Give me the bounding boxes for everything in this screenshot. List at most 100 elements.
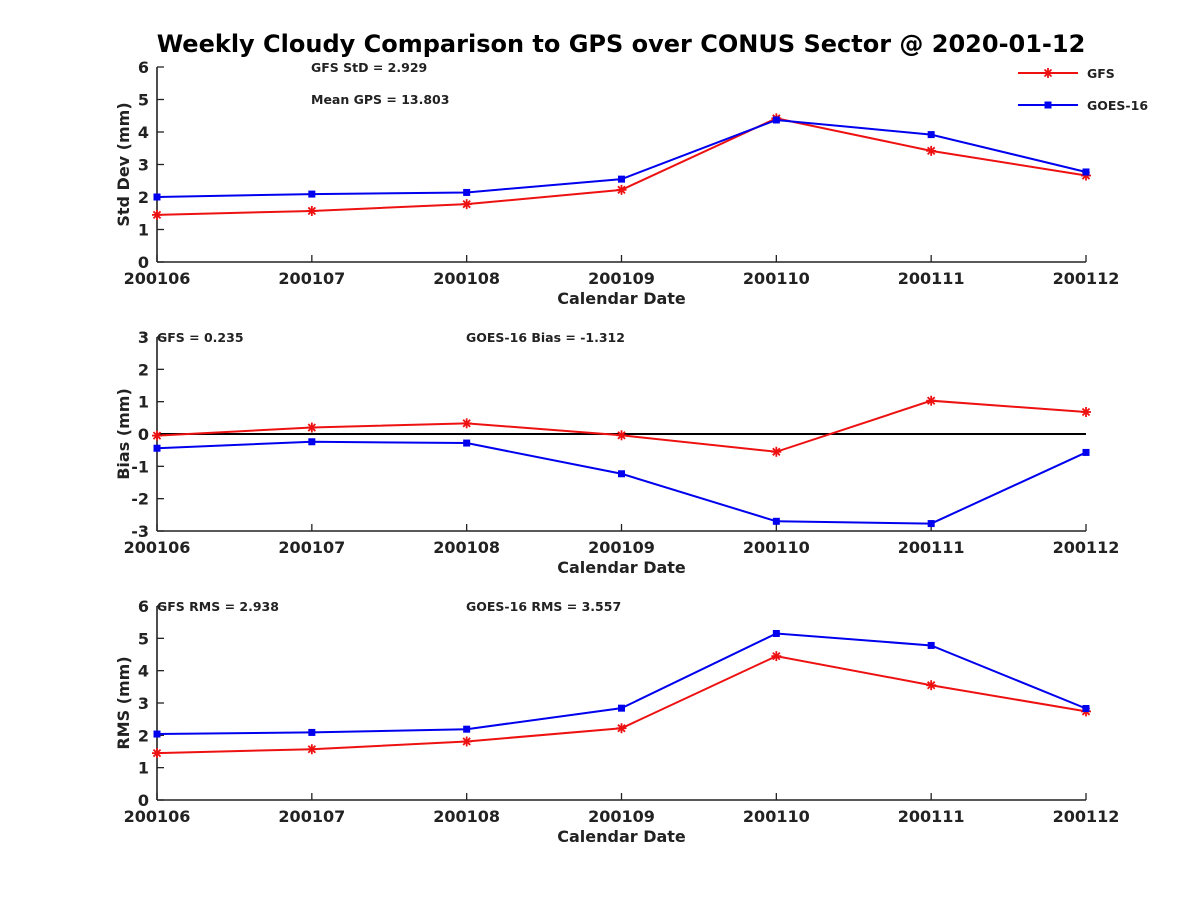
data-point-square bbox=[463, 725, 471, 733]
x-tick-label: 200112 bbox=[1053, 269, 1120, 288]
data-point-square bbox=[618, 175, 625, 183]
legend-marker-star bbox=[1043, 68, 1053, 78]
x-tick-label: 200107 bbox=[278, 807, 345, 826]
star-marker-stroke bbox=[926, 396, 936, 405]
star-marker-stroke bbox=[772, 447, 781, 456]
series-line-gfs bbox=[156, 655, 1087, 755]
chart-panel-3: 0 1 2 3 4 5 6 200106 200107 200108 200109 200110 200… bbox=[114, 597, 1119, 846]
x-tick-label: 200107 bbox=[278, 269, 345, 288]
data-point-star bbox=[1081, 407, 1091, 418]
data-point-star bbox=[306, 422, 317, 433]
data-point-square bbox=[618, 470, 625, 478]
star-marker-stroke bbox=[926, 681, 936, 690]
y-tick-label: 0 bbox=[138, 791, 149, 810]
star-marker-stroke bbox=[617, 724, 626, 733]
legend-label: GFS bbox=[1087, 66, 1115, 81]
y-tick-label: 3 bbox=[138, 328, 149, 347]
x-tick-label: 200109 bbox=[588, 538, 655, 557]
data-point-star bbox=[461, 199, 472, 210]
data-point-square bbox=[463, 439, 471, 447]
star-marker-stroke bbox=[307, 423, 317, 432]
y-tick-label: 0 bbox=[138, 425, 149, 444]
data-point-square bbox=[463, 188, 471, 196]
y-tick-label: 6 bbox=[138, 597, 149, 616]
data-point-star bbox=[616, 723, 627, 734]
star-marker-stroke bbox=[152, 748, 162, 758]
y-axis-label: Bias (mm) bbox=[114, 388, 133, 480]
data-point-star bbox=[926, 395, 937, 406]
x-tick-label: 200110 bbox=[743, 807, 810, 826]
y-tick-label: 1 bbox=[138, 393, 149, 412]
x-axis-label: Calendar Date bbox=[557, 558, 686, 577]
data-point-square bbox=[618, 704, 625, 712]
x-tick-label: 200112 bbox=[1053, 807, 1120, 826]
y-tick-label: -2 bbox=[131, 490, 149, 509]
y-tick-label: 2 bbox=[138, 726, 149, 745]
annotation-text: GFS StD = 2.929 bbox=[311, 60, 427, 75]
data-point-square bbox=[772, 116, 780, 124]
data-point-star bbox=[771, 651, 782, 662]
y-tick-label: 1 bbox=[138, 221, 149, 240]
y-tick-label: 2 bbox=[138, 360, 149, 379]
legend-marker-square bbox=[1044, 101, 1052, 109]
y-tick-label: 1 bbox=[138, 759, 149, 778]
y-tick-label: 6 bbox=[138, 58, 149, 77]
data-point-star bbox=[616, 184, 627, 195]
star-marker-stroke bbox=[307, 745, 317, 754]
star-marker-stroke bbox=[462, 737, 471, 746]
x-tick-label: 200112 bbox=[1053, 538, 1120, 557]
y-tick-label: 3 bbox=[138, 156, 149, 175]
annotation-text: GFS RMS = 2.938 bbox=[157, 599, 279, 614]
data-point-square bbox=[308, 438, 316, 446]
data-point-square bbox=[153, 730, 161, 738]
x-tick-label: 200109 bbox=[588, 269, 655, 288]
star-marker-stroke bbox=[462, 419, 471, 428]
data-point-square bbox=[1082, 704, 1090, 712]
x-tick-label: 200106 bbox=[124, 538, 191, 557]
y-tick-label: 2 bbox=[138, 188, 149, 207]
x-tick-label: 200111 bbox=[898, 538, 965, 557]
data-point-square bbox=[927, 520, 935, 528]
data-point-square bbox=[772, 517, 780, 525]
x-tick-label: 200108 bbox=[433, 538, 500, 557]
star-marker-stroke bbox=[772, 651, 781, 661]
x-axis-label: Calendar Date bbox=[557, 827, 686, 846]
data-point-star bbox=[771, 446, 782, 457]
data-point-square bbox=[308, 190, 316, 198]
data-point-square bbox=[153, 444, 161, 452]
x-tick-label: 200106 bbox=[124, 807, 191, 826]
star-marker-stroke bbox=[926, 146, 936, 156]
x-tick-label: 200108 bbox=[433, 807, 500, 826]
data-point-square bbox=[1082, 448, 1090, 456]
chart-panel-1: 0 1 2 3 4 5 6 200106 200107 200108 200109 200110 200… bbox=[114, 58, 1119, 308]
series-line-goes-16 bbox=[156, 440, 1087, 525]
x-tick-label: 200106 bbox=[124, 269, 191, 288]
star-marker-stroke bbox=[152, 431, 162, 440]
star-marker-stroke bbox=[617, 185, 626, 195]
data-point-square bbox=[772, 629, 780, 637]
x-tick-label: 200107 bbox=[278, 538, 345, 557]
y-axis-label: RMS (mm) bbox=[114, 656, 133, 749]
data-point-star bbox=[926, 680, 937, 691]
legend-label: GOES-16 bbox=[1087, 98, 1148, 113]
star-marker-stroke bbox=[617, 431, 626, 440]
data-point-square bbox=[927, 641, 935, 649]
chart-title: Weekly Cloudy Comparison to GPS over CON… bbox=[156, 30, 1086, 58]
y-tick-label: -1 bbox=[131, 457, 149, 476]
annotation-text: GFS = 0.235 bbox=[157, 330, 244, 345]
star-marker-stroke bbox=[1081, 407, 1091, 417]
y-tick-label: 4 bbox=[138, 662, 149, 681]
data-point-star bbox=[461, 736, 472, 747]
x-tick-label: 200110 bbox=[743, 538, 810, 557]
data-point-star bbox=[152, 430, 162, 441]
data-point-star bbox=[152, 209, 162, 220]
y-tick-label: 4 bbox=[138, 123, 149, 142]
data-point-square bbox=[308, 728, 316, 736]
x-tick-label: 200111 bbox=[898, 269, 965, 288]
annotation-text: GOES-16 Bias = -1.312 bbox=[466, 330, 625, 345]
data-point-square bbox=[1082, 168, 1090, 176]
x-axis-label: Calendar Date bbox=[557, 289, 686, 308]
star-marker-stroke bbox=[1043, 68, 1053, 78]
